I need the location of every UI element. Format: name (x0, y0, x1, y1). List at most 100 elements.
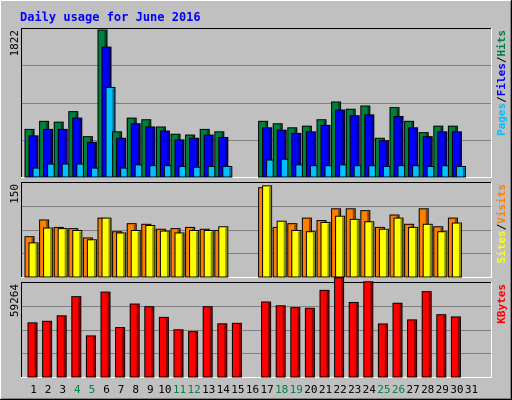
kbytes-bar-day-14 (217, 323, 228, 378)
y-axis-max-label: 150 (8, 184, 21, 204)
y-axis-max-label: 1822 (8, 30, 21, 57)
legend-pages: Pages (495, 103, 508, 136)
day-label-14: 14 (217, 383, 231, 396)
day-label-23: 23 (348, 383, 361, 396)
sites-bar-day-6 (101, 217, 112, 278)
day-label-3: 3 (59, 383, 66, 396)
kbytes-bar-day-23 (348, 301, 359, 378)
kbytes-bar-day-1 (27, 322, 38, 378)
day-label-25: 25 (377, 383, 390, 396)
day-label-15: 15 (231, 383, 244, 396)
chart-panels: 1822Pages/Files/Hits150Sites/Visits59264… (8, 28, 508, 378)
sites-bar-day-11 (174, 232, 185, 278)
sites-bar-day-1 (28, 242, 39, 278)
sites-bar-day-12 (189, 230, 200, 278)
sites-bar-day-10 (159, 230, 170, 278)
legend-hits: Hits (495, 30, 508, 57)
sites-bar-day-4 (72, 230, 83, 278)
x-axis-day-labels: 1 2 3 4 5 6 7 8 9 10 11 12 13 14 15 16 17 18 19 20 21 22 23 24 2… (30, 383, 478, 396)
legend-kbytes: KBytes (495, 284, 508, 324)
sites-bar-day-29 (437, 231, 448, 278)
kbytes-bar-day-22 (334, 277, 345, 378)
sites-bar-day-18 (276, 220, 287, 278)
kbytes-bar-day-29 (436, 314, 447, 378)
day-label-16: 16 (246, 383, 259, 396)
day-label-30: 30 (450, 383, 463, 396)
day-label-18: 18 (275, 383, 288, 396)
kbytes-bar-day-11 (173, 329, 184, 378)
kbytes-bar-day-28 (421, 291, 432, 378)
visits-bars (24, 185, 462, 278)
kbytes-bar-day-13 (202, 306, 213, 378)
day-label-5: 5 (89, 383, 96, 396)
legend-files: Files (495, 63, 508, 96)
sites-bar-day-17 (262, 185, 273, 278)
day-label-21: 21 (319, 383, 332, 396)
kbytes-bar-day-27 (407, 319, 418, 378)
day-label-27: 27 (406, 383, 419, 396)
sites-bar-day-8 (130, 230, 141, 278)
sites-bar-day-25 (378, 228, 389, 278)
kbytes-bar-day-10 (158, 316, 169, 378)
day-label-22: 22 (333, 383, 346, 396)
kbytes-bar-day-6 (100, 291, 111, 378)
kbytes-bar-day-5 (85, 335, 96, 378)
sites-bar-day-23 (349, 218, 360, 278)
kbytes-bar-day-7 (115, 327, 126, 378)
day-label-28: 28 (421, 383, 434, 396)
panel-legend: Sites/Visits (495, 184, 508, 264)
kbytes-bar-day-18 (275, 305, 286, 378)
kbytes-bar-day-21 (319, 289, 330, 378)
sites-bar-day-7 (116, 232, 127, 278)
kbytes-bar-day-25 (377, 323, 388, 378)
kbytes-bar-day-3 (56, 315, 67, 378)
legend-sites: Sites (495, 230, 508, 263)
day-label-24: 24 (363, 383, 377, 396)
day-label-31: 31 (465, 383, 478, 396)
sites-bar-day-28 (422, 223, 433, 278)
day-label-20: 20 (304, 383, 317, 396)
kbytes-bar-day-8 (129, 303, 140, 378)
kbytes-bar-day-4 (71, 296, 82, 378)
day-label-19: 19 (290, 383, 303, 396)
panel-legend: KBytes (495, 284, 508, 324)
day-label-10: 10 (158, 383, 171, 396)
sites-bar-day-14 (218, 226, 229, 278)
kbytes-bar-day-20 (304, 307, 315, 378)
visits-panel: 150 Sites/Visits (8, 182, 508, 278)
legend-visits: Visits (495, 184, 508, 224)
day-label-1: 1 (30, 383, 37, 396)
kbytes-bar-day-26 (392, 302, 403, 378)
kbytes-bar-day-9 (144, 306, 155, 378)
kbytes-bar-day-15 (231, 322, 242, 378)
kbytes-bar-day-12 (188, 331, 199, 378)
kbytes-bar-day-2 (42, 320, 53, 378)
day-label-9: 9 (147, 383, 154, 396)
kbytes-bars (27, 277, 461, 378)
day-label-29: 29 (436, 383, 449, 396)
sites-bar-day-24 (364, 221, 375, 278)
pages-bar-day-14 (222, 166, 233, 178)
sites-bar-day-13 (203, 230, 214, 278)
hits-bars (24, 29, 466, 178)
sites-bar-day-30 (451, 222, 462, 278)
pages-bar-day-30 (455, 166, 466, 178)
sites-bar-day-2 (43, 227, 54, 278)
day-label-17: 17 (260, 383, 273, 396)
legend-separator: / (495, 96, 508, 103)
kbytes-bar-day-19 (290, 307, 301, 378)
kbytes-bar-day-17 (261, 301, 272, 378)
kbytes-panel: 59264 KBytes (8, 277, 508, 378)
day-label-6: 6 (103, 383, 110, 396)
sites-bar-day-22 (335, 215, 346, 278)
y-axis-max-label: 59264 (8, 284, 21, 317)
sites-bar-day-27 (408, 226, 419, 278)
kbytes-bar-day-30 (450, 316, 461, 378)
sites-bar-day-21 (320, 221, 331, 278)
sites-bar-day-9 (145, 225, 156, 278)
day-label-11: 11 (173, 383, 186, 396)
sites-bar-day-26 (393, 217, 404, 278)
